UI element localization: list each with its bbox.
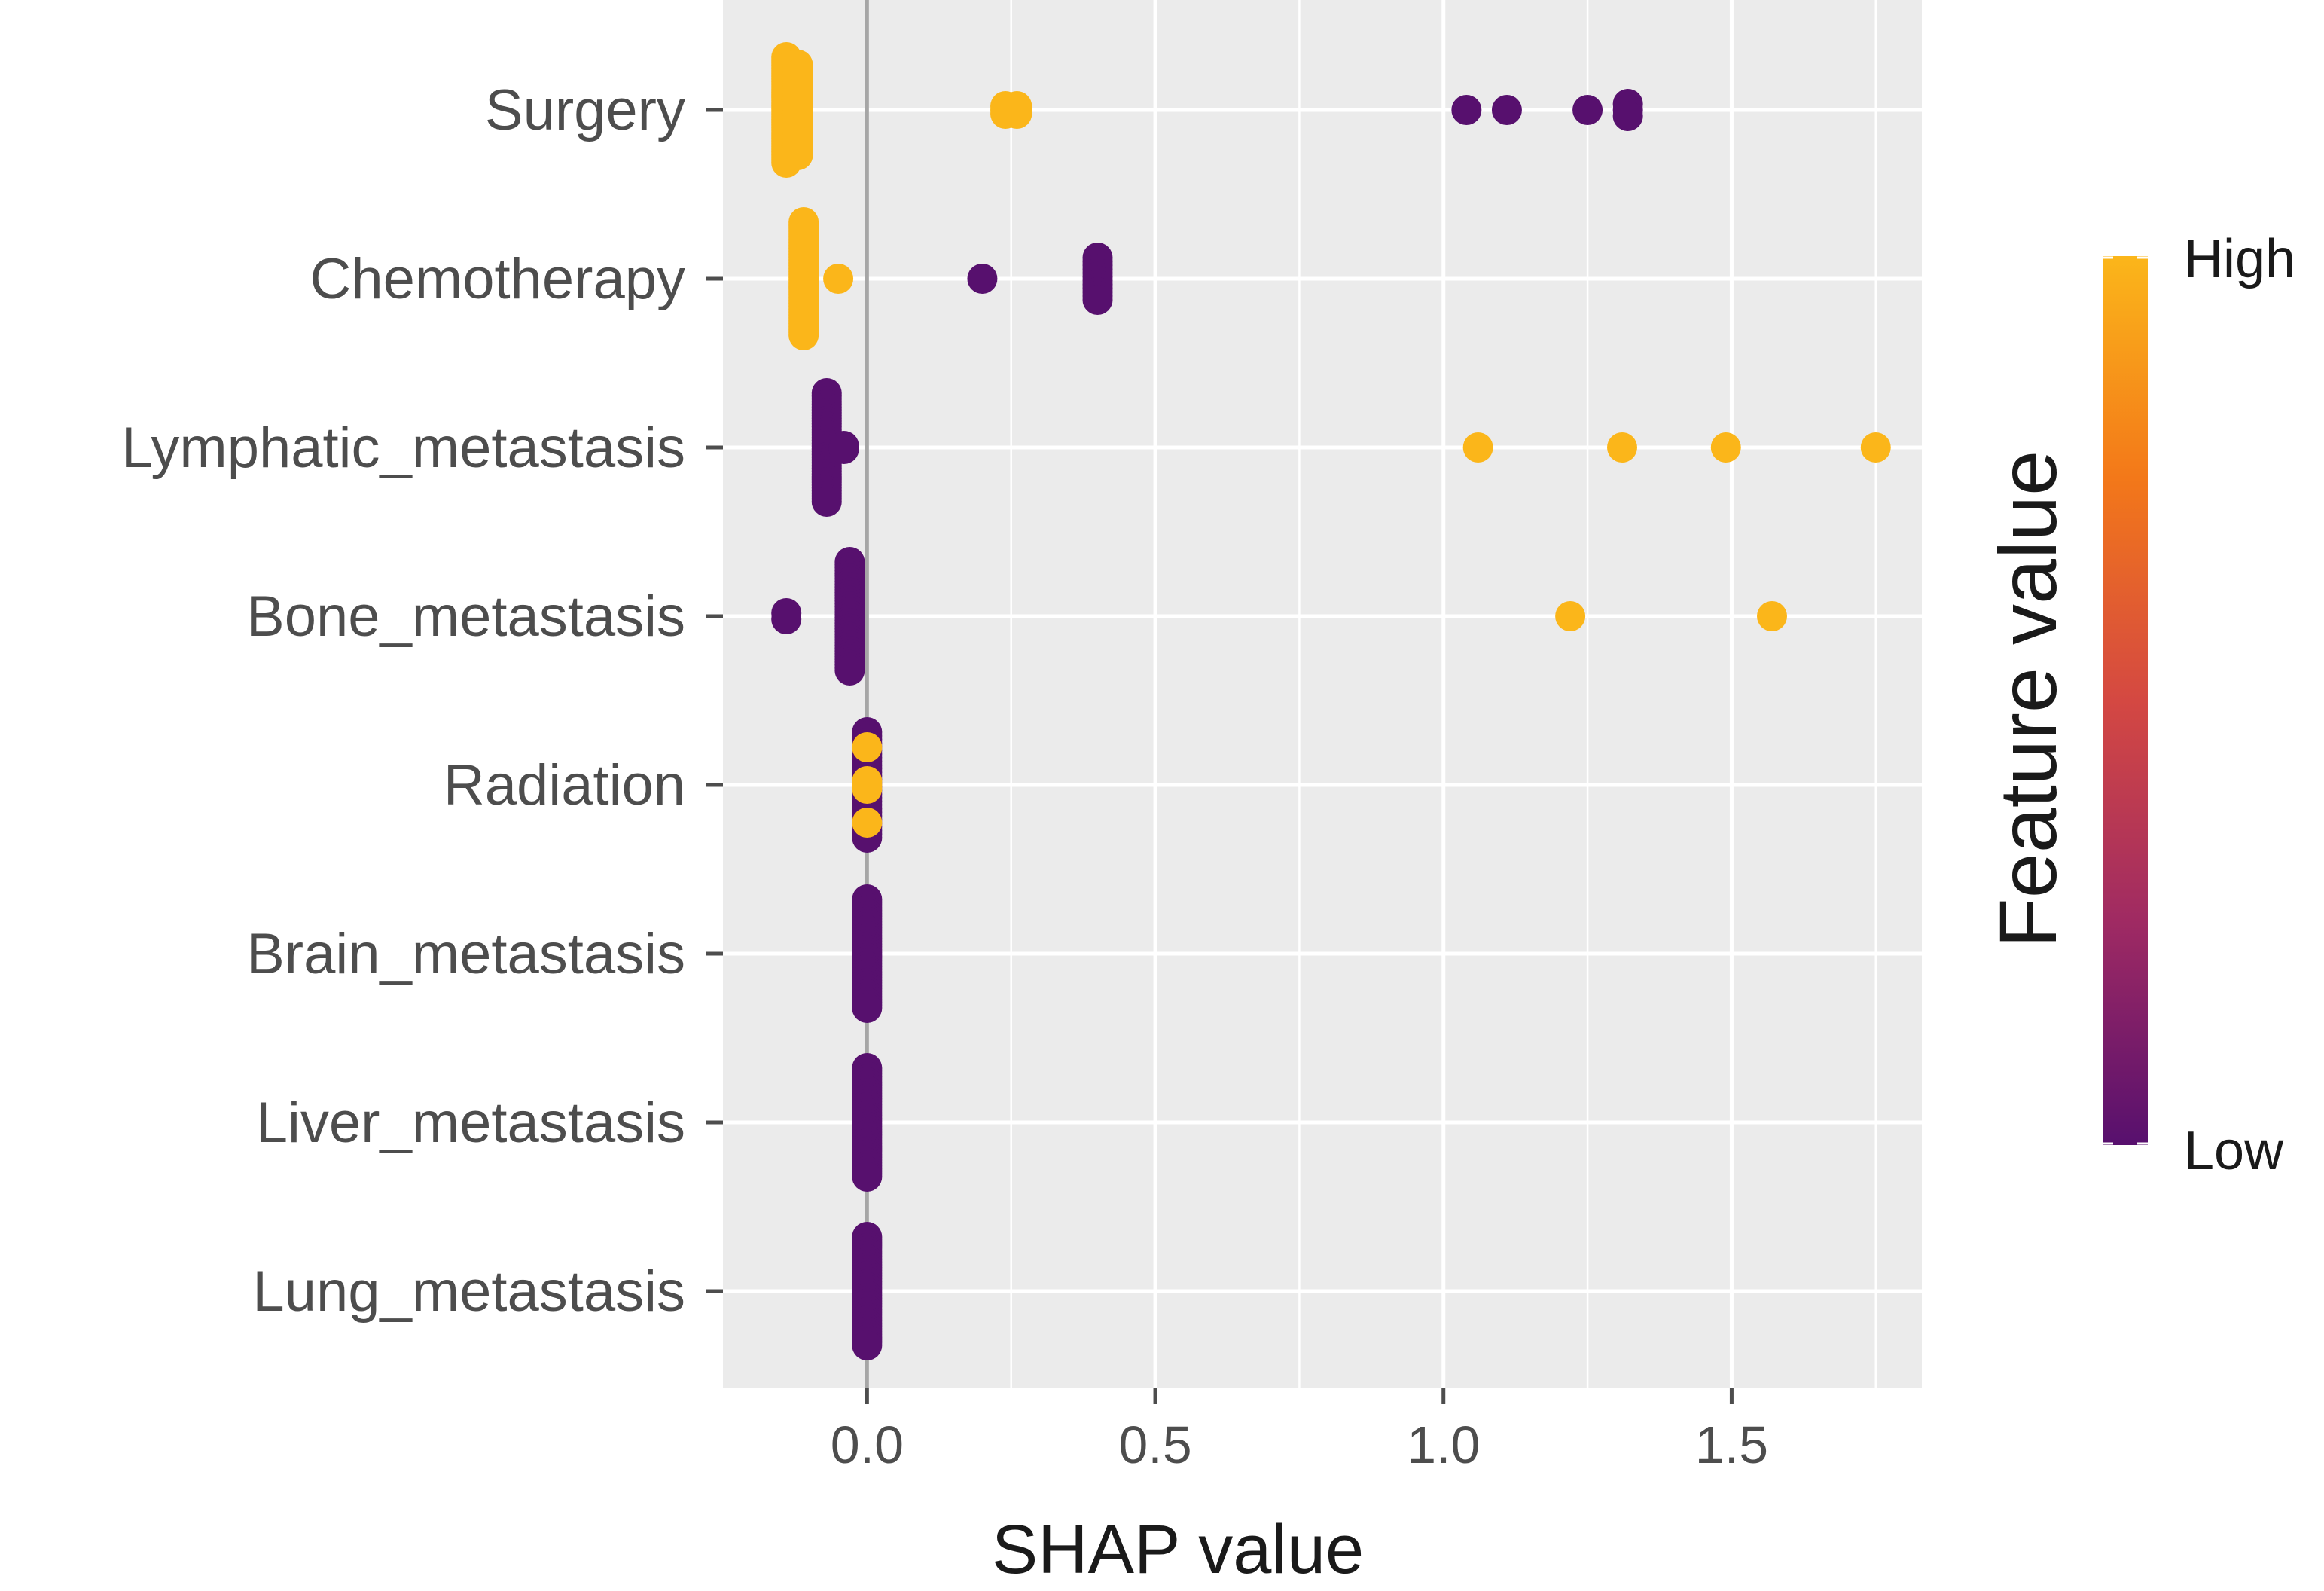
shap-point-chemotherapy	[788, 320, 819, 350]
shap-point-lymphatic-metastasis	[1462, 432, 1493, 463]
x-tick-label: 1.5	[1695, 1415, 1768, 1474]
shap-point-bone-metastasis	[1757, 601, 1787, 631]
shap-point-lung-metastasis	[852, 1330, 883, 1360]
shap-point-chemotherapy	[1082, 285, 1113, 315]
y-tick-label-chemotherapy: Chemotherapy	[310, 247, 686, 311]
shap-point-brain-metastasis	[852, 993, 883, 1023]
shap-point-surgery	[1612, 101, 1643, 131]
shap-point-bone-metastasis	[1555, 601, 1586, 631]
data-points	[771, 42, 1891, 1360]
y-tick-label-brain-metastasis: Brain_metastasis	[246, 922, 685, 986]
shap-point-surgery	[1002, 99, 1032, 129]
x-tick-label: 0.0	[831, 1415, 904, 1474]
x-axis: 0.0 0.5 1.0 1.5	[831, 1388, 1768, 1474]
grid-lines	[723, 0, 1922, 1388]
shap-point-surgery	[1572, 95, 1603, 125]
shap-point-liver-metastasis	[852, 1162, 883, 1192]
shap-point-surgery	[1451, 95, 1482, 125]
shap-point-chemotherapy	[967, 264, 998, 294]
shap-point-lymphatic-metastasis	[1860, 432, 1891, 463]
legend-title: Feature value	[1982, 450, 2073, 948]
legend-high-label: High	[2184, 229, 2295, 289]
y-tick-label-bone-metastasis: Bone_metastasis	[246, 585, 685, 649]
shap-point-lymphatic-metastasis	[1710, 432, 1741, 463]
x-tick-label: 1.0	[1407, 1415, 1480, 1474]
color-legend: High Low Feature value	[1982, 229, 2295, 1181]
y-tick-label-surgery: Surgery	[485, 78, 685, 142]
y-tick-label-liver-metastasis: Liver_metastasis	[256, 1091, 685, 1155]
y-tick-label-lymphatic-metastasis: Lymphatic_metastasis	[121, 416, 685, 480]
shap-point-surgery	[782, 140, 813, 170]
shap-point-bone-metastasis	[771, 604, 802, 634]
y-axis: Surgery Chemotherapy Lymphatic_metastasis B…	[121, 78, 723, 1324]
shap-point-lymphatic-metastasis	[811, 487, 842, 517]
y-tick-label-radiation: Radiation	[444, 753, 685, 817]
x-axis-title: SHAP value	[992, 1511, 1364, 1588]
legend-color-bar	[2103, 256, 2148, 1145]
plot-panel	[723, 0, 1922, 1388]
shap-point-radiation	[852, 808, 883, 838]
shap-point-lymphatic-metastasis	[1607, 432, 1637, 463]
shap-point-chemotherapy	[823, 264, 854, 294]
shap-point-radiation	[852, 732, 883, 762]
shap-point-bone-metastasis	[834, 655, 865, 686]
shap-point-lymphatic-metastasis	[828, 434, 859, 464]
shap-point-radiation	[852, 774, 883, 804]
legend-low-label: Low	[2184, 1121, 2284, 1181]
shap-point-surgery	[1491, 95, 1522, 125]
y-tick-label-lung-metastasis: Lung_metastasis	[252, 1260, 685, 1324]
x-tick-label: 0.5	[1118, 1415, 1191, 1474]
